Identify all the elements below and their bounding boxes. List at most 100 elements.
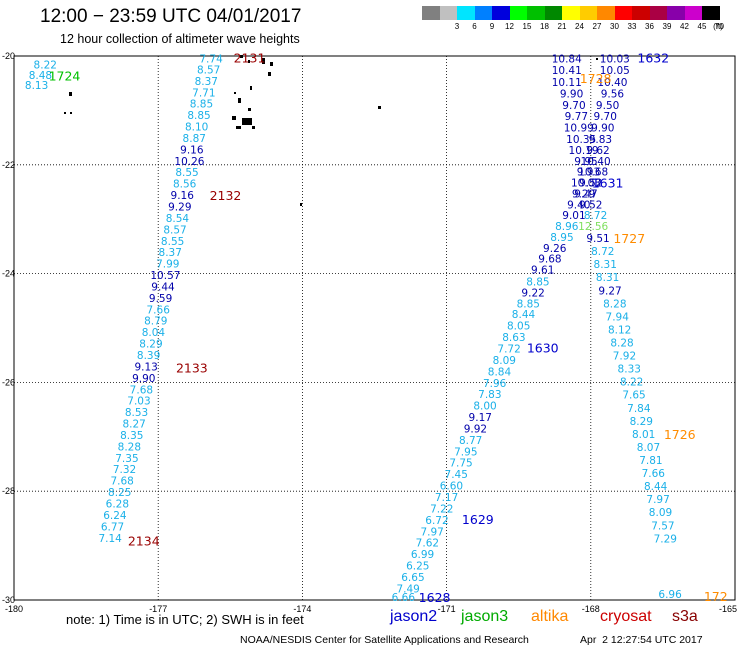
colorbar-swatch (597, 6, 615, 20)
swh-value-label: 9.77 (565, 111, 588, 123)
island-shape (234, 92, 236, 94)
y-tick-label: -22 (2, 160, 15, 170)
pass-time-label: 2132 (210, 188, 242, 203)
swh-value-label: 6.25 (406, 561, 429, 573)
colorbar-swatch (579, 6, 597, 20)
x-tick-label: -171 (438, 604, 456, 614)
colorbar-swatch (422, 6, 440, 20)
swh-value-label: 8.37 (195, 76, 218, 88)
swh-value-label: 10.03 (600, 54, 630, 66)
swh-value-label: 8.44 (644, 481, 668, 493)
swh-value-label: 9.01 (562, 210, 585, 222)
swh-value-label: 9.59 (149, 293, 172, 305)
swh-value-label: 9.40 (567, 199, 590, 211)
colorbar-swatch (562, 6, 580, 20)
swh-value-label: 7.17 (435, 492, 458, 504)
swh-value-label: 7.68 (110, 476, 133, 488)
swh-value-label: 9.16 (171, 190, 195, 202)
swh-value-label: 8.55 (175, 167, 198, 179)
swh-value-label: 7.94 (606, 311, 630, 323)
colorbar-label: 70 (715, 22, 724, 31)
island-shape (64, 112, 66, 114)
legend-cryosat: cryosat (600, 608, 652, 625)
colorbar-swatch (684, 6, 702, 20)
swh-value-label: 8.77 (459, 435, 482, 447)
swh-value-label: 8.54 (166, 213, 190, 225)
swh-value-label: 8.09 (493, 355, 516, 367)
swh-value-label: 9.68 (538, 254, 561, 266)
swh-value-label: 8.85 (517, 298, 540, 310)
colorbar-label: 39 (662, 22, 672, 31)
colorbar-label: 27 (592, 22, 602, 31)
y-tick-label: -26 (2, 377, 15, 387)
swh-value-label: 8.05 (507, 321, 530, 333)
legend-altika: altika (531, 608, 569, 625)
pass-time-label: 1631 (592, 176, 624, 191)
swh-value-label: 9.93 (577, 167, 600, 179)
pass-time-label: 1630 (527, 340, 559, 355)
swh-value-label: 8.04 (142, 327, 166, 339)
pass-time-label: 2131 (234, 51, 266, 66)
colorbar-swatch (667, 6, 685, 20)
pass-time-label: 1727 (613, 231, 645, 246)
swh-value-label: 8.12 (608, 324, 631, 336)
island-shape (268, 72, 271, 76)
island-shape (596, 58, 598, 60)
island-shape (270, 62, 273, 66)
swh-value-label: 8.28 (118, 441, 141, 453)
swh-value-label: 8.10 (185, 122, 208, 134)
island-shape (300, 203, 302, 206)
swh-value-label: 8.00 (473, 401, 496, 413)
swh-value-label: 10.84 (552, 54, 582, 66)
swh-value-label: 7.83 (478, 389, 501, 401)
swh-value-label: 6.60 (440, 481, 463, 493)
swh-value-label: 7.72 (497, 343, 520, 355)
footer-date: Apr 2 12:27:54 UTC 2017 (580, 634, 703, 646)
island-shape (236, 126, 241, 129)
swh-value-label: 10.26 (174, 156, 204, 168)
x-tick-label: -177 (149, 604, 167, 614)
swh-value-label: 8.13 (25, 80, 48, 92)
swh-value-label: 9.17 (469, 412, 492, 424)
island-shape (262, 58, 265, 64)
y-tick-label: -20 (2, 51, 15, 61)
swh-value-label: 10.57 (150, 270, 180, 282)
pass-time-label: 1724 (49, 68, 81, 83)
swh-value-label: 12.56 (578, 221, 608, 233)
swh-value-label: 8.53 (125, 407, 148, 419)
colorbar-label: 18 (540, 22, 549, 31)
swh-value-label: 7.66 (147, 304, 171, 316)
swh-value-label: 6.96 (658, 589, 682, 601)
swh-value-label: 7.84 (627, 403, 651, 415)
swh-value-label: 9.13 (134, 361, 157, 373)
swh-value-label: 9.70 (594, 111, 617, 123)
x-tick-label: -168 (582, 604, 600, 614)
colorbar-swatch (632, 6, 650, 20)
swh-value-label: 7.35 (115, 453, 138, 465)
swh-value-label: 7.03 (127, 396, 150, 408)
pass-time-label: 172 (704, 589, 728, 604)
swh-value-label: 8.44 (512, 309, 536, 321)
swh-value-label: 10.41 (552, 65, 582, 77)
swh-value-label: 6.24 (103, 510, 127, 522)
colorbar-swatch (527, 6, 545, 20)
swh-value-label: 7.74 (199, 54, 223, 66)
swh-value-label: 7.66 (642, 468, 666, 480)
swh-value-label: 9.51 (586, 233, 609, 245)
x-tick-label: -174 (293, 604, 311, 614)
island-shape (248, 108, 251, 111)
island-shape (252, 126, 255, 129)
swh-value-label: 9.26 (543, 243, 567, 255)
swh-value-label: 7.45 (445, 469, 468, 481)
swh-value-label: 7.75 (449, 458, 472, 470)
swh-value-label: 9.95 (574, 156, 597, 168)
swh-value-label: 9.61 (531, 265, 554, 277)
swh-value-label: 6.65 (401, 572, 424, 584)
swh-value-label: 8.25 (108, 487, 131, 499)
swh-value-label: 8.27 (122, 419, 145, 431)
colorbar-label: 3 (454, 22, 460, 31)
chart-title: 12:00 − 23:59 UTC 04/01/2017 (40, 6, 302, 27)
swh-value-label: 8.72 (584, 210, 607, 222)
colorbar-swatch (457, 6, 475, 20)
